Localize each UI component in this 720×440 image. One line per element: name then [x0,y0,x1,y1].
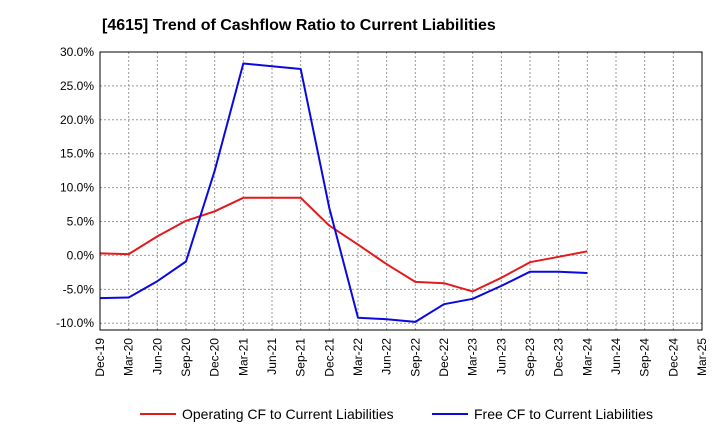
x-tick-label: Mar-24 [580,338,594,376]
legend-label-2: Free CF to Current Liabilities [474,406,653,422]
y-tick-label: -5.0% [63,282,95,296]
x-tick-label: Jun-23 [494,338,508,375]
y-tick-label: 10.0% [60,181,94,195]
y-tick-label: 15.0% [60,147,94,161]
x-tick-label: Mar-20 [122,338,136,376]
y-tick-label: -10.0% [56,316,94,330]
x-tick-label: Jun-24 [609,338,623,375]
y-tick-label: 30.0% [60,45,94,59]
y-tick-label: 0.0% [67,248,95,262]
chart-title: [4615] Trend of Cashflow Ratio to Curren… [102,17,496,34]
series-line-1 [99,196,588,293]
x-tick-label: Jun-22 [380,338,394,375]
x-axis-ticks: Dec-19 Mar-20 Jun-20 Sep-20 Dec-20 Mar-21 Jun-… [93,338,709,377]
y-tick-label: 20.0% [60,113,94,127]
x-tick-label: Dec-22 [437,338,451,377]
x-tick-label: Mar-21 [236,338,250,376]
x-tick-label: Dec-24 [666,338,680,377]
series-lines [99,62,588,323]
x-tick-label: Sep-22 [408,338,422,377]
grid-lines [100,51,702,330]
y-axis-ticks: 30.0% 25.0% 20.0% 15.0% 10.0% 5.0% 0.0% -5.0% -1… [56,45,94,330]
x-tick-label: Sep-20 [179,338,193,377]
y-tick-label: 5.0% [67,215,95,229]
x-tick-label: Mar-22 [351,338,365,376]
x-tick-label: Sep-24 [638,338,652,377]
x-tick-label: Mar-25 [695,338,709,376]
plot-area [100,52,702,330]
x-tick-label: Jun-20 [150,338,164,375]
series-line-2 [99,62,588,323]
x-tick-label: Dec-21 [322,338,336,377]
x-tick-label: Sep-23 [523,338,537,377]
legend-label-1: Operating CF to Current Liabilities [182,406,394,422]
x-tick-label: Sep-21 [294,338,308,377]
x-tick-label: Mar-23 [466,338,480,376]
x-tick-label: Dec-23 [552,338,566,377]
plot-border [99,51,703,331]
x-tick-label: Dec-19 [93,338,107,377]
x-tick-label: Jun-21 [265,338,279,375]
y-tick-label: 25.0% [60,79,94,93]
legend: Operating CF to Current Liabilities Free … [140,406,653,422]
x-tick-label: Dec-20 [208,338,222,377]
